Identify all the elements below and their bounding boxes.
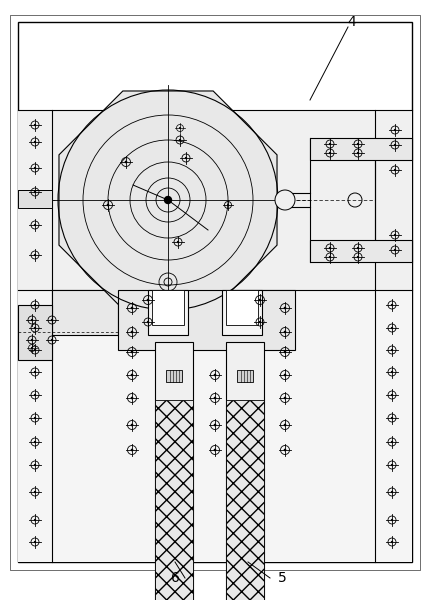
Circle shape: [329, 152, 331, 154]
Circle shape: [179, 127, 181, 129]
Circle shape: [357, 247, 359, 249]
Circle shape: [34, 304, 36, 306]
Circle shape: [31, 347, 33, 349]
Bar: [237, 370, 253, 382]
Circle shape: [391, 441, 393, 443]
Bar: [18, 190, 52, 208]
Circle shape: [147, 299, 149, 301]
Circle shape: [394, 249, 396, 251]
Circle shape: [357, 152, 359, 154]
Circle shape: [34, 371, 36, 373]
Circle shape: [394, 144, 396, 146]
Circle shape: [284, 331, 286, 334]
Circle shape: [34, 349, 36, 351]
Circle shape: [34, 491, 36, 493]
Circle shape: [329, 256, 331, 258]
Circle shape: [185, 157, 187, 159]
Bar: [155, 400, 193, 600]
Circle shape: [357, 256, 359, 258]
Circle shape: [34, 254, 36, 256]
Circle shape: [394, 129, 396, 131]
Circle shape: [131, 331, 133, 334]
Circle shape: [214, 449, 216, 451]
Circle shape: [131, 307, 133, 310]
Circle shape: [34, 141, 36, 143]
Circle shape: [131, 449, 133, 451]
Circle shape: [34, 394, 36, 396]
Circle shape: [259, 321, 261, 323]
Circle shape: [34, 541, 36, 543]
Circle shape: [284, 350, 286, 353]
Circle shape: [131, 424, 133, 427]
Bar: [310, 240, 412, 262]
Circle shape: [284, 424, 286, 427]
Circle shape: [51, 339, 53, 341]
Circle shape: [131, 374, 133, 376]
Circle shape: [34, 224, 36, 226]
Circle shape: [214, 397, 216, 400]
Circle shape: [391, 464, 393, 466]
Polygon shape: [59, 91, 277, 309]
Circle shape: [394, 234, 396, 236]
Bar: [18, 290, 412, 562]
Bar: [222, 290, 262, 335]
Circle shape: [391, 304, 393, 306]
Circle shape: [34, 417, 36, 419]
Circle shape: [259, 299, 261, 301]
Circle shape: [31, 319, 33, 321]
Text: 6: 6: [171, 571, 179, 585]
Bar: [166, 370, 182, 382]
Bar: [118, 290, 295, 350]
Circle shape: [34, 464, 36, 466]
Circle shape: [34, 124, 36, 126]
Circle shape: [177, 241, 179, 243]
Circle shape: [329, 143, 331, 145]
Circle shape: [34, 519, 36, 521]
Bar: [226, 400, 264, 600]
Circle shape: [125, 161, 127, 163]
Circle shape: [391, 519, 393, 521]
Text: 4: 4: [347, 15, 356, 29]
Circle shape: [391, 541, 393, 543]
Circle shape: [391, 491, 393, 493]
Bar: [18, 305, 52, 360]
Circle shape: [34, 441, 36, 443]
Bar: [148, 290, 188, 335]
Bar: [152, 290, 184, 325]
Circle shape: [147, 321, 149, 323]
Circle shape: [391, 417, 393, 419]
Circle shape: [214, 374, 216, 376]
Circle shape: [391, 371, 393, 373]
Circle shape: [284, 374, 286, 376]
Circle shape: [34, 167, 36, 169]
Circle shape: [391, 394, 393, 396]
Bar: [310, 138, 412, 160]
Bar: [155, 342, 193, 600]
Circle shape: [357, 143, 359, 145]
Circle shape: [284, 307, 286, 310]
Circle shape: [131, 397, 133, 400]
Circle shape: [34, 327, 36, 329]
Circle shape: [275, 190, 295, 210]
Circle shape: [31, 339, 33, 341]
Bar: [52, 290, 118, 335]
Circle shape: [329, 247, 331, 249]
Bar: [226, 290, 258, 325]
Text: 5: 5: [278, 571, 287, 585]
Bar: [18, 110, 412, 290]
Circle shape: [284, 397, 286, 400]
Circle shape: [391, 349, 393, 351]
Circle shape: [391, 327, 393, 329]
Circle shape: [164, 196, 172, 203]
Circle shape: [131, 350, 133, 353]
Circle shape: [179, 139, 181, 141]
Circle shape: [214, 424, 216, 427]
Bar: [226, 342, 264, 600]
Circle shape: [394, 169, 396, 171]
Circle shape: [227, 204, 229, 206]
Circle shape: [107, 203, 109, 206]
Circle shape: [51, 319, 53, 321]
Circle shape: [34, 191, 36, 193]
Circle shape: [284, 449, 286, 451]
